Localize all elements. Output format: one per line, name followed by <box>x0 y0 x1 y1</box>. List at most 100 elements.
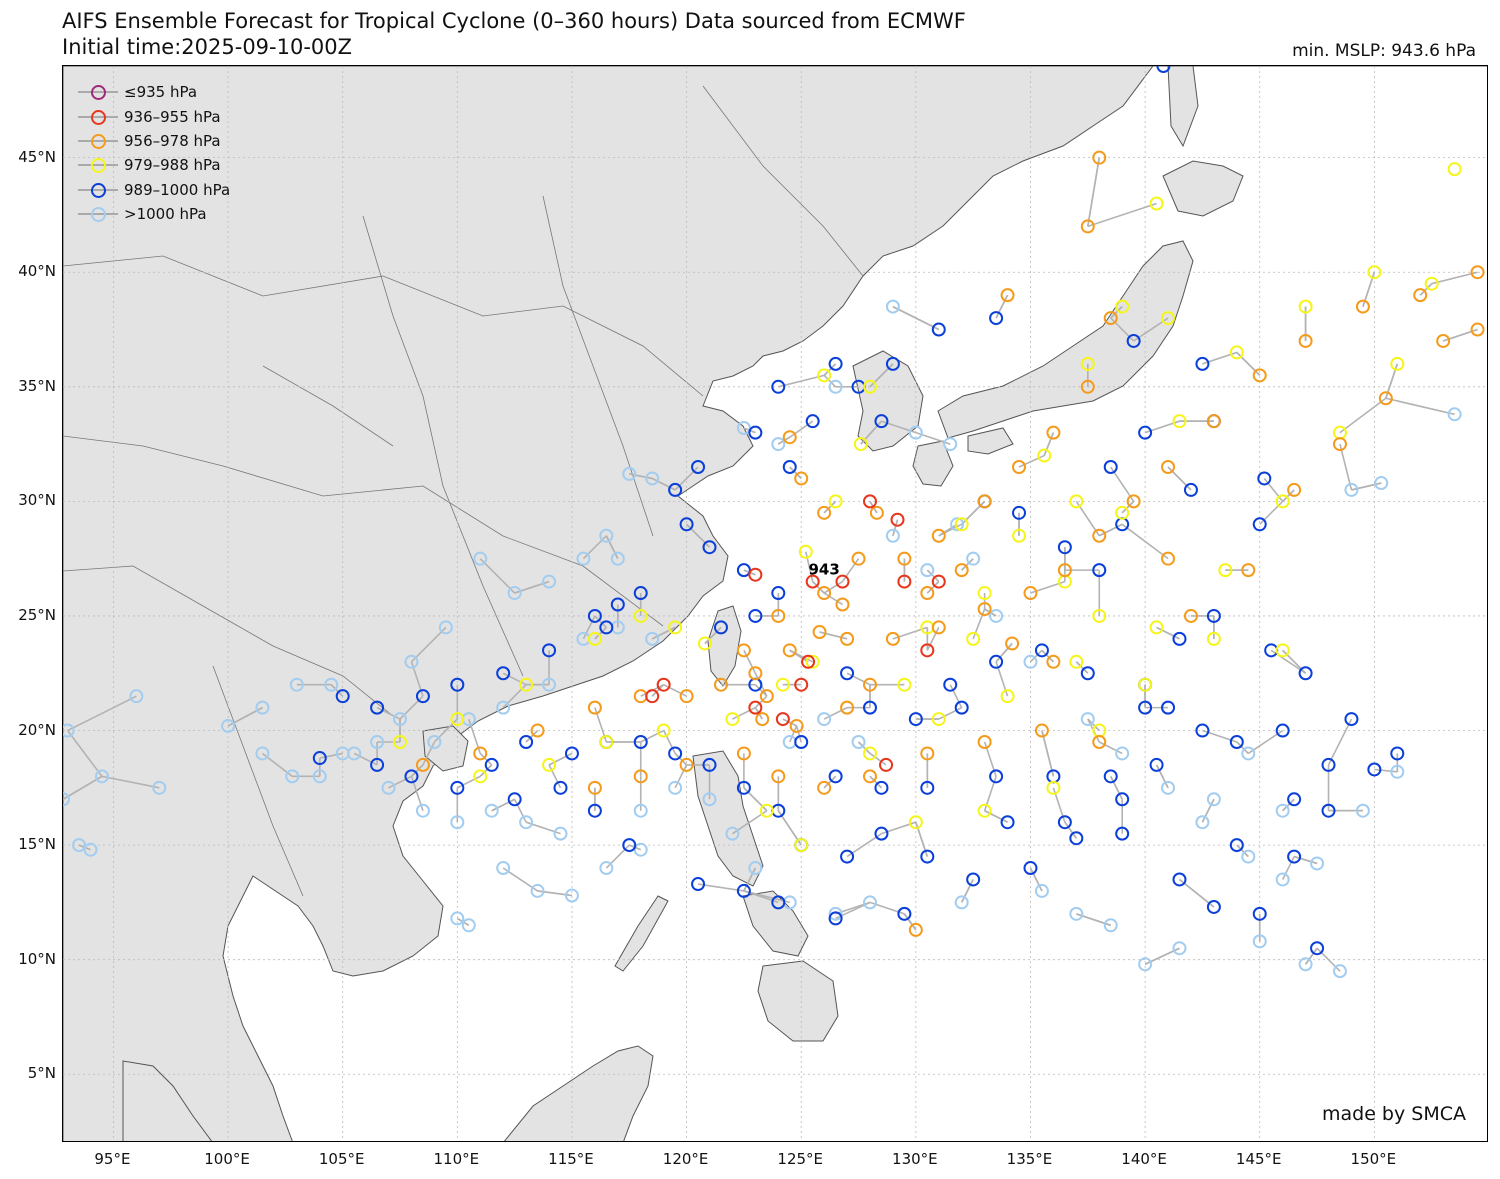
forecast-point <box>1126 333 1141 348</box>
forecast-point <box>989 608 1004 623</box>
forecast-point <box>977 602 992 617</box>
forecast-point <box>1115 746 1130 761</box>
legend-marker-icon <box>78 204 118 224</box>
forecast-point <box>610 597 625 612</box>
forecast-point <box>496 666 511 681</box>
forecast-point <box>1367 762 1382 777</box>
forecast-point <box>324 677 339 692</box>
forecast-point <box>817 368 832 383</box>
legend-marker-icon <box>78 180 118 200</box>
forecast-point <box>427 734 442 749</box>
forecast-point <box>977 586 992 601</box>
forecast-point <box>908 815 923 830</box>
map-plot-area[interactable]: 943 <box>62 65 1488 1142</box>
track-segment <box>605 535 619 560</box>
forecast-point <box>1390 746 1405 761</box>
track-segment <box>789 725 798 743</box>
forecast-point <box>1275 643 1290 658</box>
track-segment <box>629 473 653 480</box>
forecast-point <box>599 734 614 749</box>
forecast-point <box>920 586 935 601</box>
forecast-point <box>1321 803 1336 818</box>
track-segment <box>789 466 802 480</box>
forecast-point <box>771 437 786 452</box>
track-segment <box>995 642 1013 663</box>
legend-entry: 936–955 hPa <box>78 104 230 128</box>
forecast-point <box>1275 872 1290 887</box>
forecast-point <box>1172 941 1187 956</box>
forecast-point <box>782 643 797 658</box>
forecast-point <box>633 803 648 818</box>
forecast-point <box>1206 414 1221 429</box>
track-segment <box>1110 776 1123 800</box>
forecast-point <box>1046 780 1061 795</box>
forecast-point <box>542 643 557 658</box>
forecast-point <box>828 911 843 926</box>
track-segment <box>1259 500 1284 525</box>
forecast-point <box>72 838 87 853</box>
forecast-point <box>1161 700 1176 715</box>
forecast-point <box>977 803 992 818</box>
legend-entry: 979–988 hPa <box>78 153 230 177</box>
forecast-point <box>1103 769 1118 784</box>
forecast-point <box>668 482 683 497</box>
track-segment <box>1041 730 1055 777</box>
track-segment <box>63 775 103 800</box>
forecast-point <box>862 746 877 761</box>
forecast-point <box>393 712 408 727</box>
forecast-points <box>63 66 1485 979</box>
track-segment <box>960 879 974 903</box>
track-segment <box>743 649 757 674</box>
track-segment <box>605 844 630 869</box>
forecast-point <box>943 677 958 692</box>
forecast-point <box>794 471 809 486</box>
forecast-point <box>312 769 327 784</box>
track-segment <box>1087 202 1157 228</box>
legend-marker-icon <box>78 107 118 127</box>
forecast-point <box>862 494 877 509</box>
forecast-point <box>954 517 969 532</box>
forecast-point <box>633 586 648 601</box>
cyclone-track-map: 943 <box>63 66 1487 1141</box>
legend-label: 979–988 hPa <box>124 156 221 175</box>
forecast-point <box>885 356 900 371</box>
forecast-point <box>450 712 465 727</box>
lon-tick-label: 140°E <box>1121 1150 1167 1168</box>
forecast-point <box>599 620 614 635</box>
forecast-point <box>312 751 327 766</box>
forecast-point <box>1241 563 1256 578</box>
track-segment <box>1041 649 1054 663</box>
forecast-point <box>885 528 900 543</box>
track-segment <box>1282 649 1307 674</box>
forecast-point <box>1229 734 1244 749</box>
forecast-point <box>1275 803 1290 818</box>
forecast-point <box>805 654 820 669</box>
forecast-point <box>782 460 797 475</box>
track-segment <box>869 752 887 766</box>
track-segment <box>949 684 963 708</box>
forecast-point <box>840 666 855 681</box>
forecast-point <box>1080 356 1095 371</box>
land-malay-peninsula <box>122 1060 213 1141</box>
forecast-point <box>1080 219 1095 234</box>
track-segment <box>66 730 103 777</box>
track-segment <box>846 672 871 686</box>
forecast-point <box>1298 333 1313 348</box>
forecast-point <box>1447 407 1462 422</box>
forecast-point <box>885 631 900 646</box>
track-segment <box>1263 477 1284 502</box>
forecast-point <box>817 780 832 795</box>
track-segment <box>984 810 1008 823</box>
land-hokkaido <box>1162 160 1244 217</box>
track-segment <box>812 581 825 594</box>
lon-tick-label: 125°E <box>777 1150 824 1168</box>
forecast-point <box>702 792 717 807</box>
forecast-point <box>691 877 706 892</box>
forecast-point <box>610 551 625 566</box>
forecast-point <box>862 379 877 394</box>
track-segment <box>330 684 344 697</box>
track-segment <box>704 626 722 645</box>
track-segment <box>479 764 493 777</box>
forecast-point <box>1252 517 1267 532</box>
province-borders <box>63 85 864 897</box>
